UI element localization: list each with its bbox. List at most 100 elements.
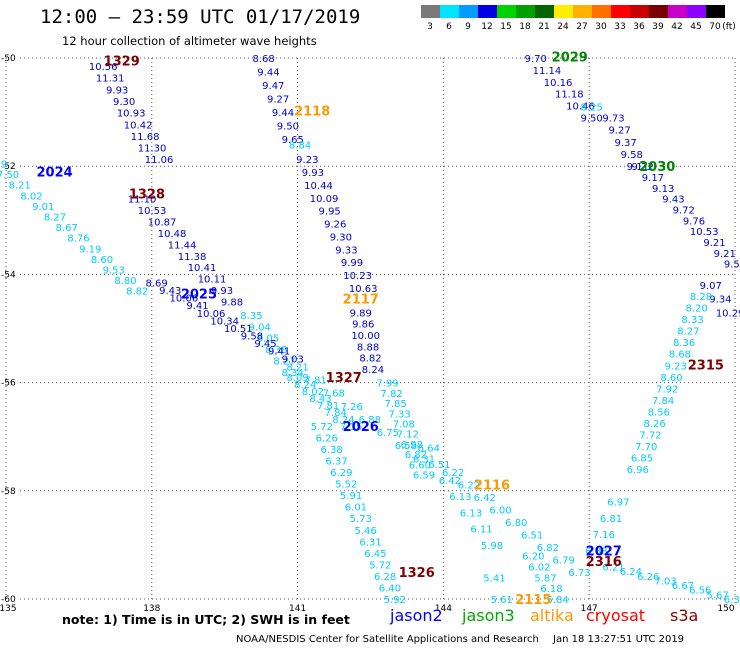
wave-height-value: 6.64 (418, 444, 440, 455)
colorbar-label: 9 (465, 22, 471, 32)
wave-height-value: 10.42 (124, 120, 153, 131)
wave-height-value: 6.31 (359, 537, 381, 548)
pass-number-label: 2116 (474, 478, 510, 493)
wave-height-value: 8.67 (56, 223, 78, 234)
wave-height-value: 10.11 (198, 275, 227, 286)
wave-height-value: 9.53 (103, 265, 125, 276)
wave-height-value: 9.22 (632, 162, 654, 173)
wave-height-value: 9.41 (268, 347, 290, 358)
wave-height-value: 9.45 (254, 339, 276, 350)
latitude-tick-label: -50 (1, 54, 16, 64)
wave-height-value: 7.84 (652, 396, 674, 407)
pass-number-label: 2316 (586, 555, 622, 570)
colorbar-label: 21 (538, 22, 550, 32)
wave-height-value: 6.00 (489, 505, 511, 516)
wave-height-value: 6.42 (439, 476, 461, 487)
wave-height-value: 9.04 (249, 322, 271, 333)
wave-height-value: 7.72 (639, 431, 661, 442)
wave-height-value: 6.31 (413, 454, 435, 465)
colorbar-swatch (421, 5, 440, 18)
longitude-tick-label: 135 (0, 604, 17, 614)
wave-height-value: 9.99 (341, 258, 363, 269)
colorbar-label: 24 (557, 22, 569, 32)
longitude-tick-label: 150 (717, 604, 734, 614)
wave-height-value: 9.73 (602, 114, 624, 125)
wave-height-value: 8.24 (294, 380, 316, 391)
credit-line: NOAA/NESDIS Center for Satellite Applica… (236, 634, 539, 645)
latitude-tick-label: -60 (1, 595, 16, 605)
wave-height-value: 9.43 (159, 286, 181, 297)
colorbar-swatch (573, 5, 592, 18)
wave-height-value: 6.79 (553, 555, 575, 566)
wave-height-value: 6.82 (405, 450, 427, 461)
wave-height-value: 10.09 (310, 194, 339, 205)
wave-height-value: 8.43 (309, 394, 331, 405)
wave-height-value: 6.88 (359, 415, 381, 426)
colorbar-swatch (706, 5, 725, 18)
colorbar-swatch (440, 5, 459, 18)
wave-height-value: 8.27 (44, 212, 66, 223)
wave-height-value: 9.50 (580, 114, 602, 125)
wave-height-value: 8.80 (114, 276, 136, 287)
wave-height-value: 9.34 (709, 295, 731, 306)
wave-height-value: 9.41 (186, 301, 208, 312)
wave-height-value: 6.26 (316, 433, 338, 444)
wave-height-value: 11.68 (131, 132, 160, 143)
wave-height-value: 8.68 (669, 350, 691, 361)
colorbar-swatch (554, 5, 573, 18)
wave-height-value: 5.72 (369, 560, 391, 571)
wave-height-value: 7.50 (0, 170, 19, 181)
wave-height-value: 10.56 (89, 62, 118, 73)
wave-height-value: 9.27 (267, 95, 289, 106)
colorbar-label: 45 (690, 22, 702, 32)
wave-height-value: 5.46 (355, 526, 377, 537)
wave-height-value: 8.34 (282, 368, 304, 379)
wave-height-value: 10.00 (351, 331, 380, 342)
wave-height-value: 7.16 (593, 530, 615, 541)
wave-height-value: 6.73 (568, 568, 590, 579)
wave-height-value: 9.50 (277, 122, 299, 133)
wave-height-value: 6.38 (320, 445, 342, 456)
wave-height-value: 8.09 (286, 373, 308, 384)
wave-height-value: 9.11 (627, 162, 649, 173)
wave-height-value: 9.23 (296, 155, 318, 166)
wave-height-value: 9.27 (608, 126, 630, 137)
wave-height-value: 6.67 (672, 581, 694, 592)
wave-height-value: 9.07 (700, 281, 722, 292)
wave-height-value: 8.24 (362, 365, 384, 376)
latitude-tick-label: -56 (1, 379, 16, 389)
colorbar-label: 27 (576, 22, 588, 32)
wave-height-value: 8.02 (20, 191, 42, 202)
pass-number-label: 2026 (343, 420, 379, 435)
wave-height-value: 8.24 (332, 415, 354, 426)
wave-height-value: 9.58 (241, 332, 263, 343)
wave-height-value: 8.27 (677, 327, 699, 338)
wave-height-value: 7.08 (393, 419, 415, 430)
wave-height-value: 9.44 (257, 68, 279, 79)
wave-height-value: 9.47 (262, 81, 284, 92)
pass-number-label: 2024 (37, 166, 73, 181)
wave-height-value: 9.19 (79, 244, 101, 255)
wave-height-value: 5.41 (483, 573, 505, 584)
colorbar-label: 12 (481, 22, 493, 32)
wave-height-value: 6.26 (637, 572, 659, 583)
pass-number-label: 2115 (515, 593, 551, 608)
colorbar-swatch (611, 5, 630, 18)
wave-height-value: 5.67 (707, 590, 729, 601)
wave-height-value: 10.44 (304, 181, 333, 192)
colorbar-swatch (516, 5, 535, 18)
wave-height-value: 6.82 (537, 543, 559, 554)
wave-height-value: 7.03 (654, 576, 676, 587)
wave-height-value: 6.29 (330, 468, 352, 479)
wave-height-value: 8.25 (580, 103, 602, 114)
wave-height-value: 7.70 (635, 442, 657, 453)
wave-height-value: 7.81 (317, 401, 339, 412)
colorbar-swatch (668, 5, 687, 18)
wave-height-value: 6.98 (401, 440, 423, 451)
wave-height-value: 5.92 (384, 595, 406, 606)
wave-height-value: 10.29 (716, 308, 740, 319)
wave-height-value: 11.14 (533, 66, 562, 77)
wave-height-value: 6.18 (540, 584, 562, 595)
wave-height-value: 8.69 (146, 279, 168, 290)
